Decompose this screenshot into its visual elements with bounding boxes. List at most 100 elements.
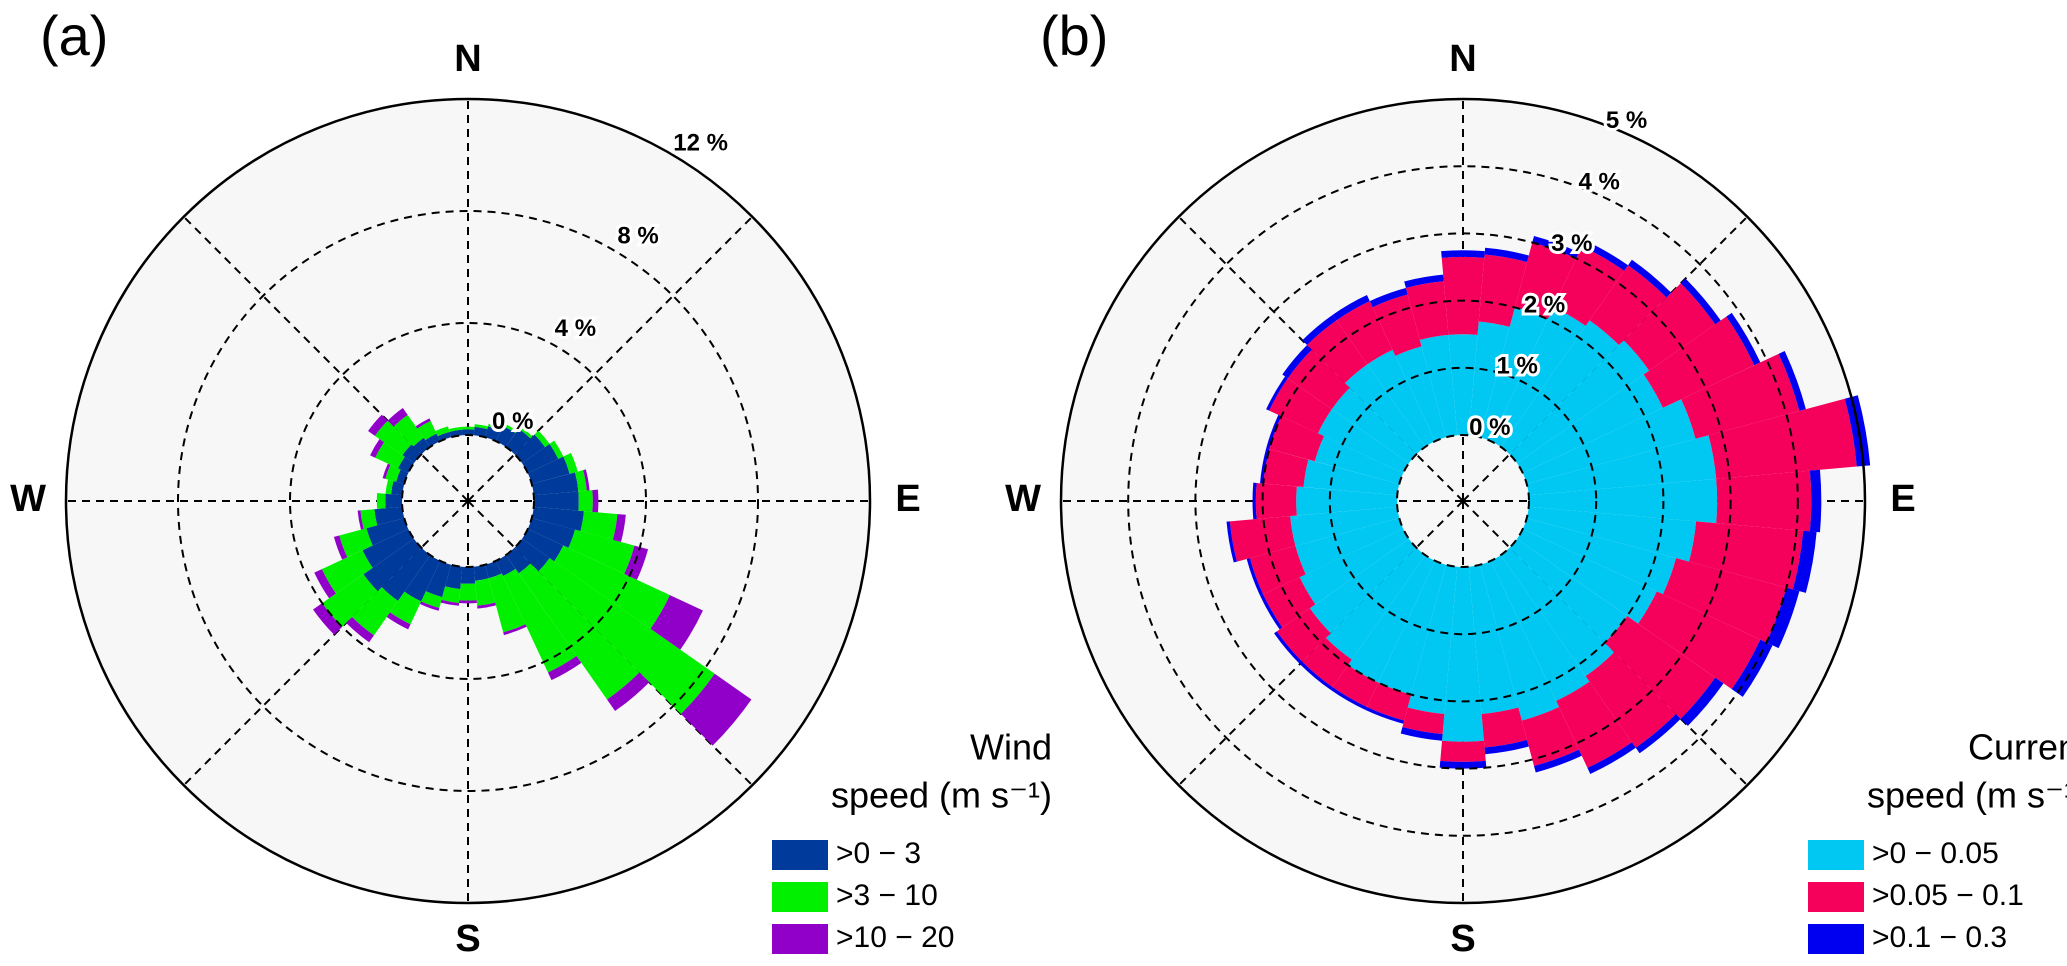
ring-label: 5 % bbox=[1606, 107, 1647, 134]
rose-bar bbox=[1480, 307, 1548, 442]
rose-bar bbox=[1587, 742, 1636, 774]
rose-bar bbox=[527, 456, 570, 484]
rose-bar bbox=[1778, 350, 1806, 411]
rose-bar bbox=[547, 655, 582, 681]
rose-bar bbox=[1522, 399, 1696, 484]
rose-bar bbox=[333, 535, 348, 560]
rose-bar bbox=[1478, 254, 1528, 327]
rose-bar bbox=[321, 550, 373, 594]
grid-ring bbox=[177, 210, 759, 792]
legend-swatch bbox=[772, 924, 828, 954]
rose-bar bbox=[1581, 240, 1629, 271]
rose-bar bbox=[487, 423, 502, 432]
rose-bar bbox=[607, 672, 650, 712]
rose-bar bbox=[1521, 706, 1579, 766]
rose-bar bbox=[1726, 312, 1761, 366]
rose-bar bbox=[1556, 681, 1632, 768]
direction-label: W bbox=[10, 478, 46, 520]
rose-bar bbox=[1348, 555, 1436, 683]
direction-label: S bbox=[455, 918, 480, 960]
rose-bar bbox=[1302, 314, 1337, 346]
rose-bar bbox=[1500, 320, 1619, 455]
legend-swatch bbox=[1808, 882, 1864, 912]
rose-bar bbox=[563, 452, 578, 474]
rose-bar bbox=[1517, 528, 1657, 624]
rose-bar bbox=[1490, 555, 1590, 701]
rose-bar bbox=[1792, 530, 1817, 593]
rose-bar bbox=[385, 479, 394, 495]
rose-bar bbox=[1266, 414, 1282, 450]
rose-bar bbox=[534, 430, 550, 448]
direction-label: W bbox=[1005, 478, 1041, 520]
legend-label: >0.05 − 0.1 bbox=[1872, 879, 2024, 912]
rose-bar bbox=[1299, 528, 1409, 605]
rose-bar bbox=[502, 423, 518, 434]
ring-label: 3 % bbox=[1551, 230, 1592, 257]
rose-bar bbox=[1589, 265, 1667, 346]
rose-bar bbox=[374, 420, 412, 456]
rose-bar bbox=[1260, 594, 1283, 630]
legend-label: >10 − 20 bbox=[836, 921, 954, 954]
rose-bar bbox=[514, 434, 546, 464]
rose-bar bbox=[387, 407, 408, 427]
rose-bar bbox=[503, 624, 527, 636]
rose-bar bbox=[1255, 482, 1297, 520]
rose-bar bbox=[1528, 478, 1718, 524]
rose-bar bbox=[1681, 353, 1800, 439]
spoke bbox=[183, 216, 469, 502]
grid-ring bbox=[1261, 299, 1665, 703]
rose-bar bbox=[1331, 387, 1417, 464]
rose-bar bbox=[1282, 345, 1312, 379]
direction-label: E bbox=[895, 478, 920, 520]
rose-bar bbox=[1317, 409, 1409, 474]
legend-swatch bbox=[1808, 840, 1864, 870]
spoke bbox=[183, 500, 469, 786]
rose-bar bbox=[1330, 687, 1367, 711]
rose-bar bbox=[568, 529, 635, 574]
outer-ring bbox=[64, 97, 872, 905]
rose-bar bbox=[381, 547, 431, 601]
rose-bar bbox=[419, 601, 440, 611]
rose-bar bbox=[366, 518, 409, 546]
rose-bar bbox=[339, 528, 373, 558]
rose-bar bbox=[1336, 301, 1393, 365]
grid-ring bbox=[1328, 366, 1598, 636]
rose-bar bbox=[1441, 250, 1485, 258]
ring-label: 0 % bbox=[1469, 414, 1510, 441]
rose-bar bbox=[1441, 256, 1485, 335]
spoke bbox=[467, 216, 753, 502]
rose-bar bbox=[583, 469, 590, 491]
legend-swatch bbox=[772, 840, 828, 870]
rose-bar bbox=[441, 586, 461, 604]
rose-bar bbox=[1249, 545, 1306, 595]
rose-bar bbox=[1269, 416, 1325, 462]
rose-bar bbox=[1509, 340, 1650, 464]
rose-bar bbox=[1708, 398, 1857, 479]
rose-bar bbox=[527, 518, 576, 548]
rose-bar bbox=[389, 591, 422, 625]
ring-label: 0 % bbox=[492, 408, 533, 435]
rose-bar bbox=[488, 573, 526, 633]
direction-label: S bbox=[1450, 918, 1475, 960]
rose-bar bbox=[624, 545, 649, 580]
grid-ring bbox=[1127, 165, 1799, 837]
direction-label: E bbox=[1890, 478, 1915, 520]
rose-bar bbox=[1309, 538, 1417, 634]
rose-bar bbox=[650, 595, 703, 650]
rose-bar bbox=[1689, 521, 1804, 590]
rose-bar bbox=[1303, 459, 1400, 496]
rose-bar bbox=[425, 560, 451, 598]
rose-bar bbox=[1680, 677, 1724, 726]
rose-bar bbox=[1439, 760, 1487, 769]
ring-label: 4 % bbox=[555, 315, 596, 342]
rose-bar bbox=[445, 564, 463, 590]
rose-bar bbox=[386, 612, 411, 630]
rose-bar bbox=[522, 528, 564, 562]
rose-bar bbox=[1290, 506, 1400, 546]
outer-ring bbox=[1059, 97, 1867, 905]
legend-title: speed (m s⁻¹) bbox=[1867, 775, 2067, 816]
rose-bar bbox=[1287, 349, 1350, 410]
rose-bar bbox=[1509, 538, 1628, 643]
rose-bar bbox=[382, 463, 391, 479]
